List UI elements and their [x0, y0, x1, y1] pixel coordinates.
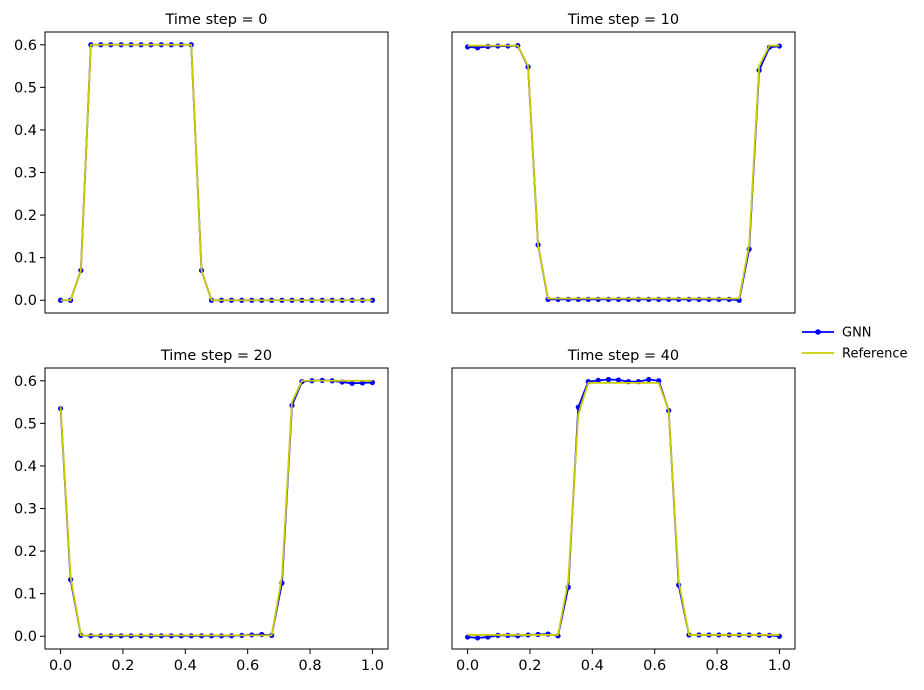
subplot-title: Time step = 40 [567, 348, 679, 364]
subplot-title: Time step = 0 [164, 12, 267, 28]
data-point-gnn [646, 376, 652, 383]
y-tick-label: 0.0 [14, 629, 37, 645]
legend-reference-label: Reference [842, 347, 907, 362]
legend-gnn-marker [815, 329, 821, 335]
x-tick-label: 1.0 [768, 658, 791, 674]
data-point-gnn [349, 380, 355, 386]
data-point-gnn [605, 376, 612, 383]
x-tick-label: 0.2 [111, 658, 134, 674]
y-tick-label: 0.4 [14, 123, 37, 139]
x-tick-label: 0.4 [581, 658, 604, 674]
data-point-gnn [474, 635, 481, 641]
y-tick-label: 0.2 [14, 544, 37, 560]
x-tick-label: 1.0 [361, 658, 384, 674]
subplot-3: Time step = 20 0.0 0.1 0.2 0.3 0.4 0.5 0.6 0.0 0.… [14, 348, 389, 674]
legend-gnn-label: GNN [842, 326, 872, 341]
legend: GNN Reference [802, 326, 907, 362]
data-point-gnn [615, 377, 622, 383]
x-tick-label: 0.2 [518, 658, 541, 674]
axes-frame [451, 367, 796, 650]
series-line-reference [59, 379, 373, 637]
y-tick-label: 0.0 [14, 293, 37, 309]
subplot-1: Time step = 0 0.0 0.1 0.2 0.3 0.4 0.5 0.6 [14, 12, 389, 314]
data-point-gnn [595, 377, 601, 383]
x-tick-label: 0.0 [49, 658, 72, 674]
x-tick-label: 0.8 [299, 658, 322, 674]
y-tick-label: 0.3 [14, 166, 37, 182]
axes-frame [451, 31, 796, 314]
x-tick-label: 0.8 [706, 658, 729, 674]
subplot-4: Time step = 40 0.0 0.2 0.4 0.6 0.8 1.0 [451, 348, 796, 674]
subplot-2: Time step = 10 [451, 12, 796, 314]
subplot-title: Time step = 20 [160, 348, 272, 364]
y-tick-label: 0.5 [14, 416, 37, 432]
y-tick-label: 0.6 [14, 374, 37, 390]
y-tick-label: 0.3 [14, 502, 37, 518]
y-tick-label: 0.6 [14, 38, 37, 54]
x-tick-label: 0.6 [236, 658, 259, 674]
series-line-reference [60, 43, 373, 302]
y-tick-label: 0.1 [14, 587, 37, 603]
subplot-title: Time step = 10 [567, 12, 679, 28]
x-tick-label: 0.4 [174, 658, 197, 674]
y-tick-label: 0.4 [14, 459, 37, 475]
y-tick-label: 0.5 [14, 80, 37, 96]
x-tick-label: 0.0 [456, 658, 479, 674]
x-tick-label: 0.6 [643, 658, 666, 674]
y-tick-label: 0.1 [14, 251, 37, 267]
series-line-reference [467, 381, 780, 636]
y-tick-label: 0.2 [14, 208, 37, 224]
series-line-reference [467, 44, 780, 300]
